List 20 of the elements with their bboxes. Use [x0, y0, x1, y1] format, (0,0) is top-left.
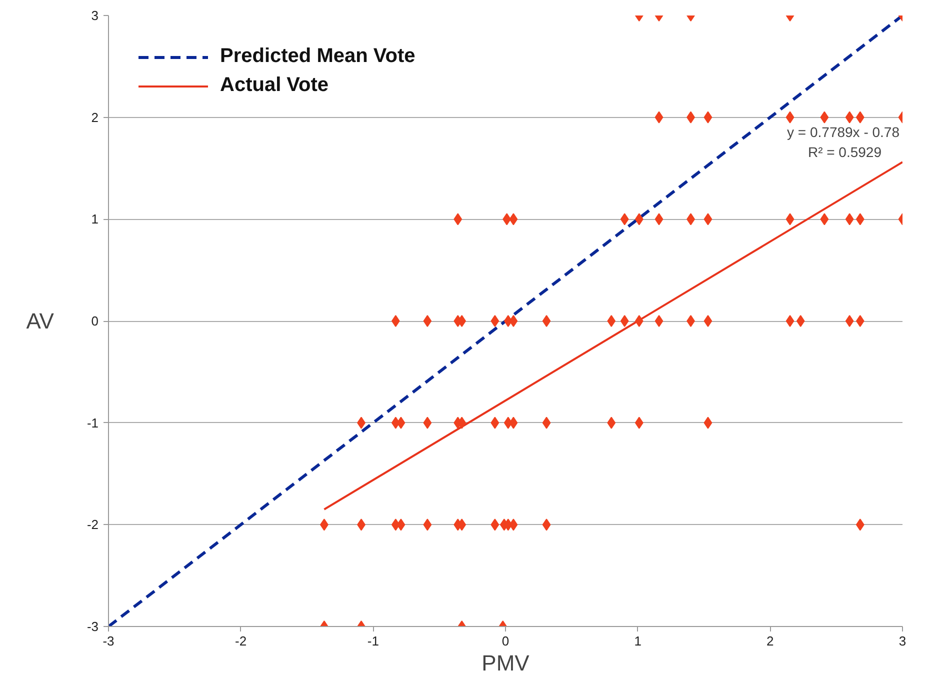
y-tick-label: 1 [91, 212, 99, 227]
x-tick-label: -1 [367, 634, 379, 648]
x-tick-label: -2 [235, 634, 247, 648]
y-axis-title: AV [26, 308, 54, 334]
x-tick-label: -3 [102, 634, 114, 648]
legend-label: Actual Vote [220, 74, 329, 97]
x-tick-label: 1 [634, 634, 642, 648]
y-tick-label: -1 [86, 415, 99, 430]
y-tick-label: 3 [91, 8, 99, 23]
y-tick-label: 0 [91, 314, 99, 328]
y-tick-label: 2 [91, 110, 99, 125]
legend-label: Predicted Mean Vote [220, 45, 416, 68]
x-tick-label: 3 [898, 634, 906, 648]
x-tick-label: 2 [766, 634, 774, 648]
annotation: y = 0.7789x - 0.78 [787, 124, 900, 140]
x-axis-title: PMV [482, 650, 530, 676]
y-tick-label: -2 [86, 517, 99, 532]
y-tick-label: -3 [86, 619, 99, 634]
annotation: R² = 0.5929 [808, 144, 882, 160]
x-tick-label: 0 [502, 634, 510, 648]
